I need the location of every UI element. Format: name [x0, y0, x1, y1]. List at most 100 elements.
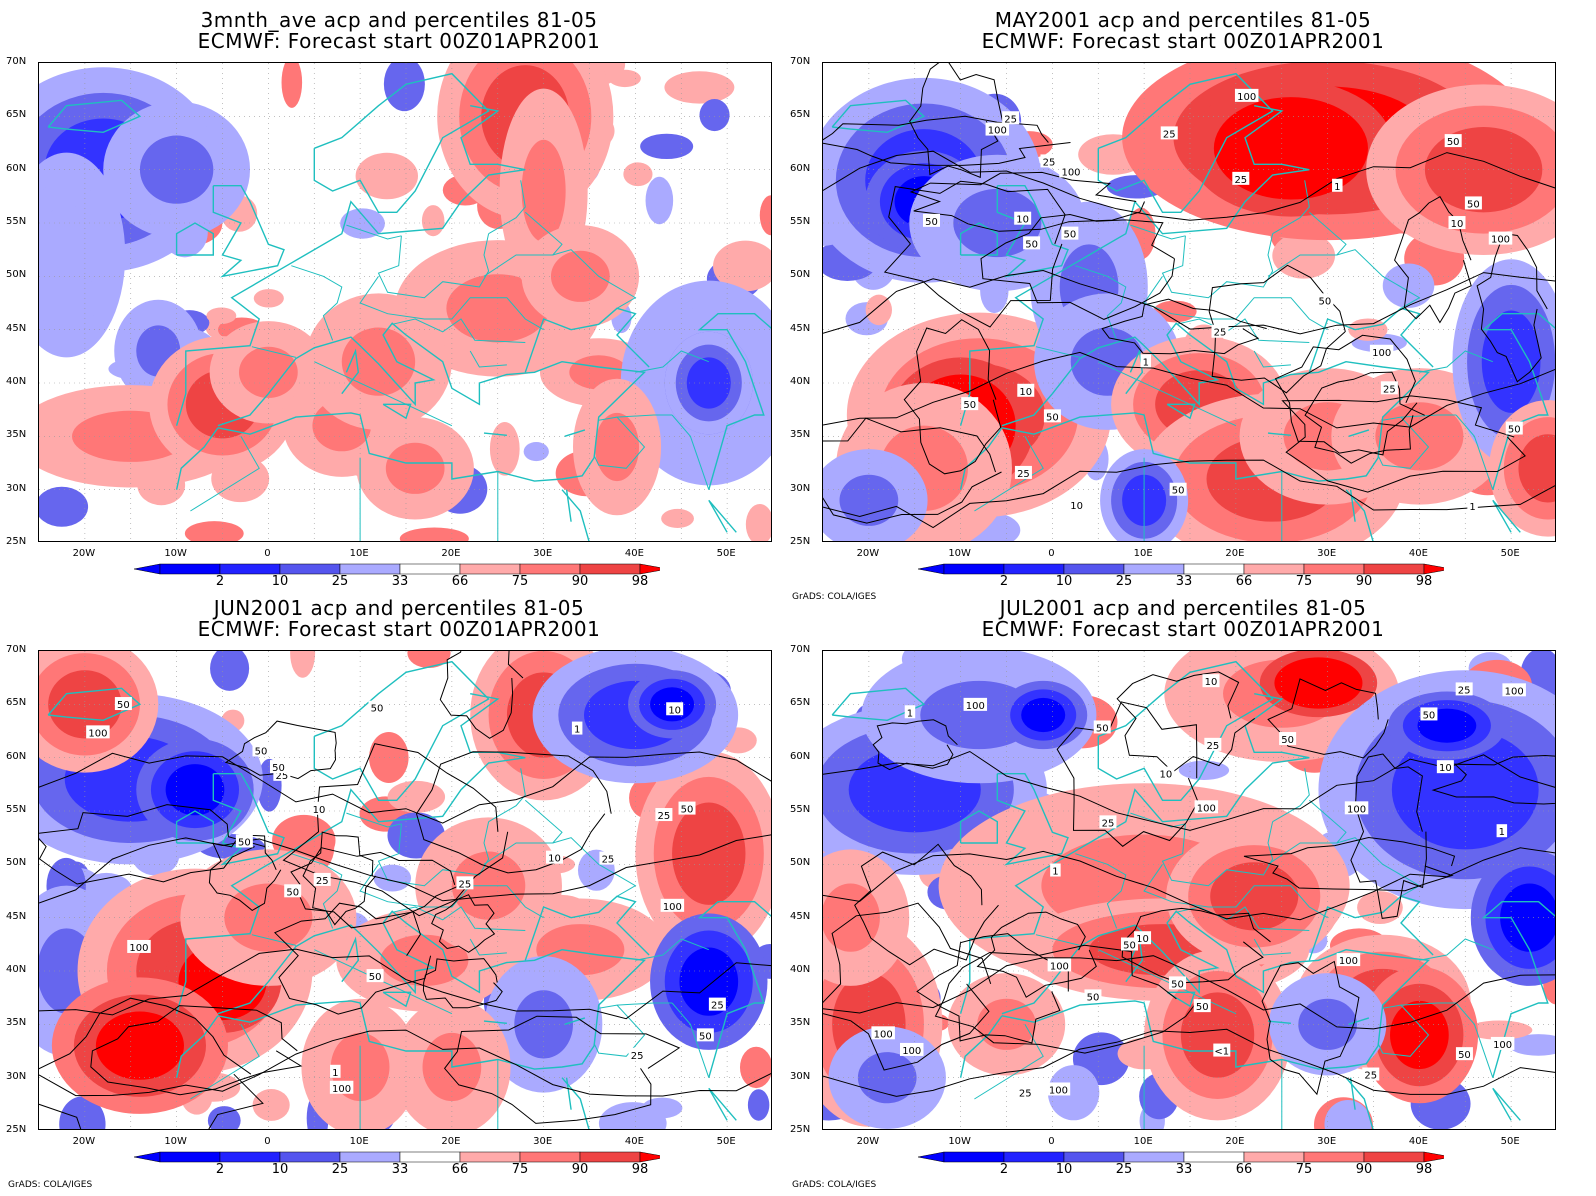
- contour-label: 25: [1004, 114, 1017, 125]
- colorbar-swatch: [159, 1151, 221, 1163]
- country-border: [598, 1002, 673, 1009]
- country-border: [1176, 318, 1310, 343]
- contour-label: 25: [1102, 818, 1115, 829]
- contour-label: 25: [1206, 741, 1219, 752]
- contour-label: 25: [1214, 328, 1227, 339]
- colorbar-label: 2: [999, 1162, 1009, 1177]
- contour-line: [439, 651, 524, 739]
- contour-label: 100: [1197, 803, 1216, 814]
- contour-label-bg: [1084, 989, 1102, 1003]
- percentile-patch: [977, 998, 1036, 1050]
- coastline: [1492, 1087, 1521, 1121]
- country-border: [974, 436, 1044, 512]
- contour-label: 25: [276, 771, 289, 782]
- lat-tick-label: 45N: [790, 910, 811, 922]
- lon-tick-label: 0: [264, 1136, 271, 1147]
- country-border: [1272, 180, 1310, 235]
- contour-label: 25: [602, 855, 615, 866]
- lat-tick-label: 25N: [790, 1124, 811, 1135]
- panel-title-line2: ECMWF: Forecast start 00Z01APR2001: [981, 29, 1385, 53]
- colorbar-arrow-high: [639, 1151, 660, 1163]
- colorbar-swatch: [1183, 1151, 1245, 1163]
- contour-label-bg: [366, 969, 384, 983]
- coastline: [212, 185, 285, 278]
- contour-label-bg: [368, 700, 386, 714]
- colorbar-swatch: [1363, 1151, 1425, 1163]
- country-border: [1419, 350, 1493, 373]
- coastline: [1481, 313, 1555, 490]
- contour-line: [422, 958, 503, 1009]
- percentile-patch: [514, 990, 573, 1059]
- contour-label-bg: [1140, 354, 1152, 368]
- coastline: [1349, 489, 1356, 522]
- contour-label: 50: [1423, 710, 1436, 721]
- contour-label-bg: [985, 122, 1010, 136]
- percentile-patch: [672, 802, 746, 905]
- contour-label-bg: [961, 397, 979, 411]
- contour-line: [823, 417, 1002, 524]
- contour-label-bg: [696, 1028, 714, 1042]
- contour-label: 10: [1070, 501, 1083, 512]
- contour-label-bg: [1455, 1047, 1473, 1061]
- country-border: [593, 1004, 646, 1057]
- contour-label: 50: [1171, 979, 1184, 990]
- coastline: [175, 1015, 219, 1078]
- country-border: [1455, 1002, 1494, 1078]
- lon-tick-label: 20W: [72, 548, 96, 559]
- contour-label: 50: [1508, 425, 1521, 436]
- coastline: [175, 222, 214, 256]
- country-border: [346, 224, 402, 240]
- percentile-patch: [489, 421, 520, 476]
- coastline: [175, 810, 214, 844]
- contour-label-bg: [922, 213, 940, 227]
- contour-label: 25: [1019, 1089, 1032, 1100]
- contour-label: 100: [1347, 804, 1366, 815]
- contour-label: 50: [1025, 239, 1038, 250]
- coastline: [959, 105, 1310, 426]
- colorbar-swatch: [1183, 563, 1245, 575]
- percentile-patch: [224, 883, 313, 952]
- contour-label: 50: [1318, 296, 1331, 307]
- country-border: [291, 265, 343, 341]
- lat-tick-label: 60N: [790, 750, 811, 762]
- contour-label: 10: [1439, 763, 1452, 774]
- colorbar-label: 10: [271, 1162, 289, 1177]
- coastline: [382, 403, 412, 420]
- contour-label-bg: [1016, 1085, 1034, 1099]
- coastline: [341, 936, 360, 983]
- country-border: [1253, 938, 1291, 956]
- contour-label: 25: [1364, 1071, 1377, 1082]
- percentile-patch: [1324, 1100, 1372, 1129]
- lat-tick-label: 60N: [6, 162, 27, 174]
- lon-tick-label: 40E: [1408, 548, 1428, 559]
- country-border: [251, 934, 297, 946]
- contour-line: [282, 743, 509, 917]
- contour-label-bg: [1043, 409, 1061, 423]
- lon-tick-label: 10E: [349, 1136, 369, 1147]
- colorbar-swatch: [943, 563, 1005, 575]
- colorbar-label: 33: [391, 574, 409, 589]
- contour-line: [1274, 334, 1418, 456]
- lat-tick-label: 50N: [790, 269, 811, 281]
- colorbar-arrow-high: [1423, 1151, 1444, 1163]
- country-border: [377, 821, 490, 887]
- coastline: [697, 901, 771, 1078]
- coastline: [1481, 901, 1555, 1078]
- contour-label-bg: [86, 725, 110, 739]
- contour-line: [1101, 298, 1267, 355]
- country-border: [635, 938, 709, 961]
- contour-line: [823, 1028, 1555, 1097]
- lon-tick-label: 20E: [1225, 548, 1245, 559]
- lat-tick-label: 40N: [6, 376, 27, 387]
- colorbar-label: 10: [271, 574, 289, 589]
- colorbar-label: 98: [631, 574, 649, 589]
- country-border: [291, 853, 343, 929]
- contour-line: [883, 180, 1066, 328]
- country-border: [1130, 224, 1186, 240]
- colorbar-arrow-low: [918, 1151, 945, 1163]
- lat-tick-label: 30N: [790, 482, 811, 494]
- contour-line: [1261, 960, 1360, 1096]
- country-border: [1176, 906, 1310, 931]
- percentile-patch: [385, 442, 445, 494]
- country-border: [671, 414, 710, 490]
